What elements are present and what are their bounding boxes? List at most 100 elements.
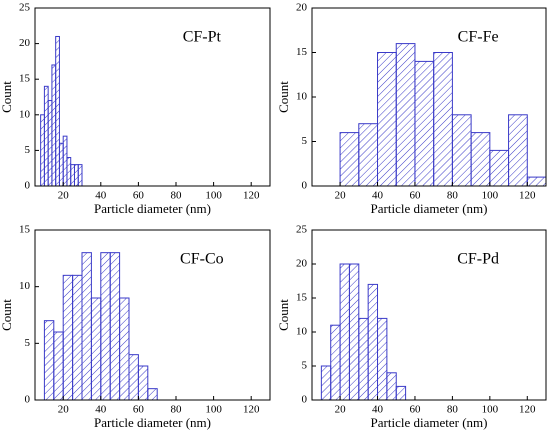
bar bbox=[339, 132, 360, 187]
bar bbox=[395, 385, 407, 401]
x-tick-label: 100 bbox=[205, 404, 222, 416]
y-tick-label: 5 bbox=[302, 135, 308, 147]
y-tick-label: 15 bbox=[296, 292, 308, 304]
x-tick-label: 20 bbox=[58, 404, 70, 416]
y-tick-label: 15 bbox=[19, 224, 31, 236]
bar bbox=[90, 297, 102, 401]
bar bbox=[470, 132, 491, 187]
bar bbox=[395, 43, 416, 187]
bar bbox=[377, 317, 388, 401]
x-tick-label: 100 bbox=[482, 404, 499, 416]
bar bbox=[51, 64, 57, 187]
x-axis-label: Particle diameter (nm) bbox=[94, 201, 211, 216]
y-tick-label: 0 bbox=[25, 394, 31, 406]
annotation: CF-Fe bbox=[458, 29, 499, 46]
x-tick-label: 20 bbox=[58, 190, 70, 202]
y-tick-label: 10 bbox=[19, 108, 31, 120]
bar bbox=[358, 317, 369, 401]
bar bbox=[109, 252, 121, 401]
bar bbox=[58, 142, 64, 187]
bar bbox=[137, 365, 149, 401]
bar bbox=[70, 164, 75, 187]
y-tick-label: 10 bbox=[19, 280, 31, 292]
bar bbox=[73, 164, 79, 187]
x-tick-label: 60 bbox=[409, 404, 421, 416]
bar bbox=[330, 324, 341, 401]
bar bbox=[489, 149, 510, 187]
y-tick-label: 15 bbox=[19, 73, 31, 85]
x-tick-label: 60 bbox=[133, 190, 145, 202]
y-tick-label: 0 bbox=[25, 180, 31, 192]
x-axis-label: Particle diameter (nm) bbox=[94, 415, 211, 430]
bar bbox=[433, 52, 453, 187]
y-tick-label: 0 bbox=[302, 180, 308, 192]
y-axis-label: Count bbox=[276, 81, 291, 113]
x-tick-label: 20 bbox=[335, 404, 347, 416]
x-tick-label: 60 bbox=[133, 404, 145, 416]
bar bbox=[66, 157, 72, 187]
y-tick-label: 0 bbox=[302, 394, 308, 406]
axes-frame bbox=[311, 229, 547, 401]
x-tick-label: 120 bbox=[519, 190, 536, 202]
x-tick-label: 40 bbox=[372, 190, 384, 202]
bar bbox=[72, 274, 83, 401]
bar bbox=[47, 100, 53, 187]
bar bbox=[81, 252, 92, 401]
y-axis-label: Count bbox=[276, 299, 291, 331]
y-tick-label: 20 bbox=[296, 258, 308, 270]
x-tick-label: 80 bbox=[171, 190, 183, 202]
x-tick-label: 60 bbox=[409, 190, 421, 202]
x-tick-label: 80 bbox=[447, 404, 459, 416]
y-tick-label: 15 bbox=[296, 46, 308, 58]
bar bbox=[348, 263, 360, 401]
bar bbox=[377, 52, 397, 187]
annotation: CF-Pt bbox=[183, 29, 222, 46]
y-tick-label: 25 bbox=[296, 224, 308, 236]
bar bbox=[43, 85, 49, 187]
y-axis-label: Count bbox=[0, 81, 14, 113]
x-tick-label: 80 bbox=[447, 190, 459, 202]
bar bbox=[526, 176, 547, 187]
x-tick-label: 40 bbox=[95, 404, 107, 416]
annotation: CF-Co bbox=[180, 251, 224, 268]
bar bbox=[119, 297, 130, 401]
x-tick-label: 100 bbox=[205, 190, 222, 202]
axes-frame bbox=[34, 229, 271, 401]
bar bbox=[414, 60, 435, 187]
bar bbox=[40, 114, 45, 187]
bar bbox=[62, 274, 74, 401]
bar bbox=[53, 331, 64, 401]
bar bbox=[77, 164, 83, 187]
axes-frame bbox=[34, 7, 271, 187]
x-tick-label: 40 bbox=[95, 190, 107, 202]
x-tick-label: 40 bbox=[372, 404, 384, 416]
y-tick-label: 5 bbox=[25, 337, 31, 349]
x-tick-label: 120 bbox=[243, 404, 260, 416]
bar bbox=[147, 388, 158, 401]
bar bbox=[55, 35, 60, 187]
x-tick-label: 120 bbox=[243, 190, 260, 202]
annotation: CF-Pd bbox=[457, 251, 499, 268]
x-tick-label: 100 bbox=[482, 190, 499, 202]
bar bbox=[62, 135, 68, 187]
bar bbox=[43, 320, 55, 401]
y-tick-label: 20 bbox=[19, 37, 31, 49]
x-axis-label: Particle diameter (nm) bbox=[371, 201, 488, 216]
bar bbox=[386, 372, 397, 401]
y-tick-label: 10 bbox=[296, 91, 308, 103]
y-tick-label: 5 bbox=[302, 360, 308, 372]
y-tick-label: 20 bbox=[296, 2, 308, 14]
bar bbox=[128, 354, 139, 401]
x-tick-label: 80 bbox=[171, 404, 183, 416]
bar bbox=[358, 123, 379, 187]
bar bbox=[100, 252, 111, 401]
x-axis-label: Particle diameter (nm) bbox=[371, 415, 488, 430]
y-axis-label: Count bbox=[0, 299, 14, 331]
bar bbox=[367, 283, 379, 401]
x-tick-label: 20 bbox=[335, 190, 347, 202]
bar bbox=[508, 114, 528, 187]
bar bbox=[451, 114, 472, 187]
bar bbox=[339, 263, 350, 401]
y-tick-label: 5 bbox=[25, 144, 31, 156]
